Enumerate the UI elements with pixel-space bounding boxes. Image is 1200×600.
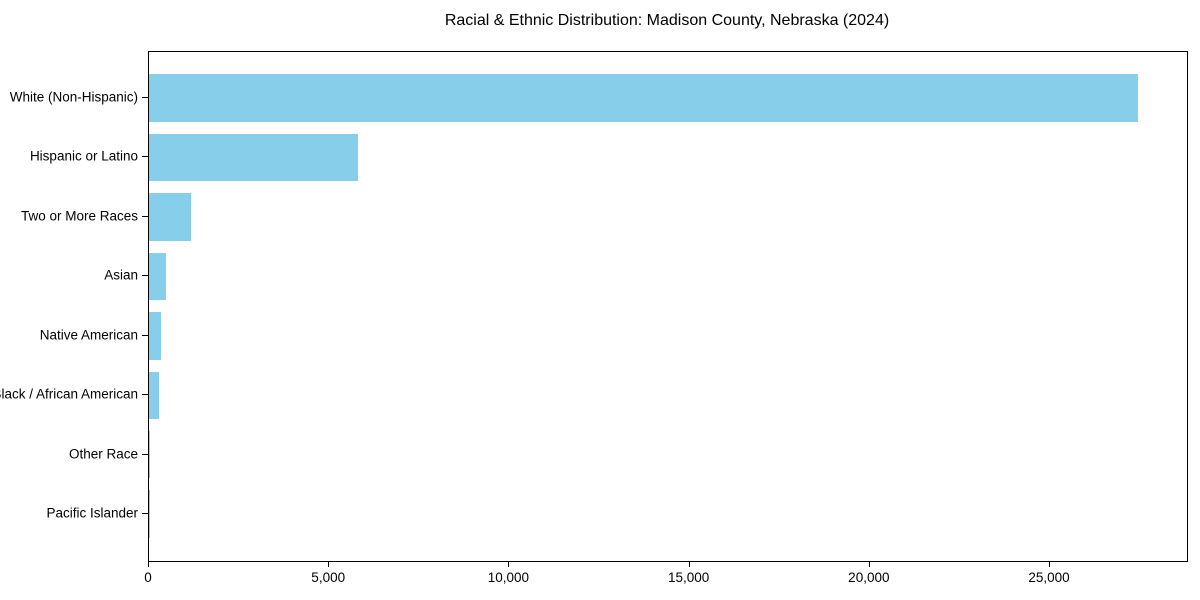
y-tick-label-pacific-islander: Pacific Islander bbox=[46, 505, 138, 521]
y-tick-label-hispanic-or-latino: Hispanic or Latino bbox=[29, 148, 138, 164]
y-tick-label-white-non-hispanic: White (Non-Hispanic) bbox=[9, 89, 138, 105]
bar-black-african-american bbox=[149, 371, 160, 419]
y-tick-mark bbox=[142, 394, 148, 396]
bar-white-non-hispanic bbox=[149, 74, 1139, 122]
x-tick-mark bbox=[868, 561, 870, 567]
x-tick-mark bbox=[328, 561, 330, 567]
y-tick-label-asian: Asian bbox=[104, 267, 138, 283]
x-tick-label-15-000: 15,000 bbox=[667, 570, 710, 585]
bar-other-race bbox=[149, 430, 151, 479]
plot-area bbox=[148, 51, 1188, 562]
x-tick-mark bbox=[148, 561, 149, 567]
y-tick-mark bbox=[142, 275, 148, 277]
x-tick-mark bbox=[1049, 561, 1051, 567]
y-tick-label-black-african-american: Black / African American bbox=[0, 386, 138, 402]
bar-asian bbox=[149, 252, 167, 301]
x-tick-label-0: 0 bbox=[144, 570, 152, 585]
x-tick-mark bbox=[508, 561, 510, 567]
y-tick-label-native-american: Native American bbox=[39, 327, 138, 343]
x-tick-label-10-000: 10,000 bbox=[487, 570, 530, 585]
chart-title: Racial & Ethnic Distribution: Madison Co… bbox=[444, 12, 890, 29]
bar-native-american bbox=[149, 312, 162, 360]
bar-two-or-more-races bbox=[149, 193, 192, 241]
x-tick-label-20-000: 20,000 bbox=[848, 570, 890, 585]
y-tick-mark bbox=[142, 453, 148, 455]
y-tick-mark bbox=[142, 156, 148, 158]
bar-pacific-islander bbox=[149, 490, 150, 538]
x-tick-label-5-000: 5,000 bbox=[311, 570, 346, 585]
y-tick-label-other-race: Other Race bbox=[68, 446, 138, 462]
y-tick-mark bbox=[142, 215, 148, 217]
y-tick-mark bbox=[142, 513, 148, 515]
x-tick-mark bbox=[688, 561, 690, 567]
x-tick-label-25-000: 25,000 bbox=[1028, 570, 1070, 585]
y-tick-label-two-or-more-races: Two or More Races bbox=[20, 208, 138, 224]
y-tick-mark bbox=[142, 334, 148, 336]
y-tick-mark bbox=[142, 97, 148, 98]
bar-hispanic-or-latino bbox=[149, 133, 359, 182]
